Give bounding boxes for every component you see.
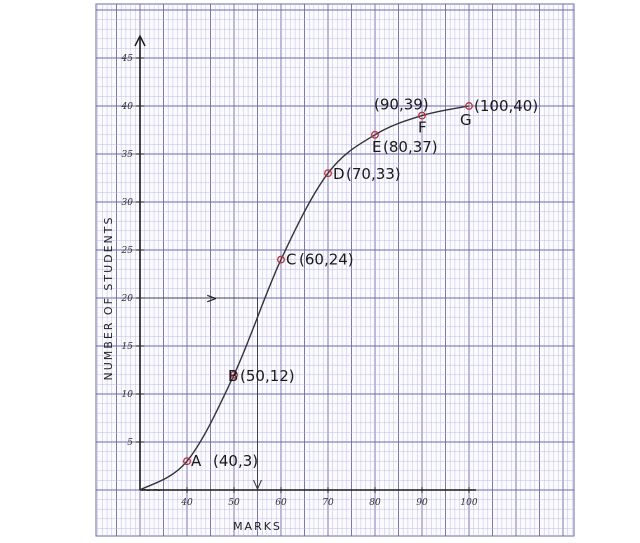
data-points: [183, 102, 473, 466]
axes: ~~: [134, 34, 477, 498]
y-tick-label: 20: [121, 294, 134, 304]
point-coord-g: (100,40): [474, 97, 538, 115]
point-letter-b: B: [228, 367, 238, 385]
point-coord-c: (60,24): [299, 251, 354, 269]
x-tick-label: 100: [460, 498, 477, 508]
data-point-a: [183, 457, 191, 466]
y-tick-label: 5: [127, 438, 133, 448]
data-point-g: [465, 102, 473, 110]
x-tick-label: 40: [180, 498, 193, 508]
point-letter-f: F: [418, 119, 427, 137]
y-tick-label: 30: [122, 198, 134, 208]
y-axis-arrow: [134, 34, 146, 47]
grid-frame: [95, 3, 575, 537]
y-tick-label: 45: [121, 54, 134, 64]
y-tick-label: 40: [121, 102, 134, 112]
median-arrow-right: >: [206, 291, 218, 307]
data-point-b: [230, 370, 238, 379]
point-coord-e: (80,37): [383, 138, 438, 156]
point-letter-g: G: [460, 111, 472, 129]
point-coord-d: (70,33): [346, 165, 401, 183]
x-axis-title: MARKS: [233, 520, 282, 533]
x-tick-label: 80: [369, 498, 381, 508]
data-point-e: [371, 130, 379, 139]
ogive-curve: [139, 105, 470, 491]
data-point-c: [277, 255, 285, 264]
y-tick-label: 10: [122, 390, 134, 400]
point-letter-d: D: [333, 165, 345, 183]
y-tick-label: 25: [121, 246, 134, 256]
point-letter-e: E: [372, 138, 381, 156]
point-labels: A (40,3) B (50,12) C (60,24) D (70,33) E (80,37)F…: [191, 96, 538, 471]
point-letter-a: A: [191, 452, 202, 470]
x-tick-label: 60: [275, 498, 287, 508]
ogive-curve-layer: [139, 105, 470, 491]
median-guides: >: [140, 291, 262, 491]
x-tick-label: 90: [416, 498, 428, 508]
data-point-f: [418, 111, 426, 120]
x-tick-label: 50: [228, 498, 240, 508]
data-point-d: [324, 169, 332, 178]
tick-labels: 40 50 60 70 80 90 100 5 10 15 20 25 30 35 40 45: [121, 54, 478, 508]
point-coord-b: (50,12): [240, 367, 295, 385]
graph-grid: [95, 3, 575, 537]
point-coord-a: (40,3): [213, 452, 258, 470]
median-arrow-down: [253, 479, 262, 491]
x-tick-label: 70: [322, 498, 334, 508]
point-letter-c: C: [286, 251, 296, 269]
y-tick-label: 35: [122, 150, 134, 160]
y-tick-label: 15: [122, 342, 134, 352]
y-axis-title: NUMBER OF STUDENTS: [102, 216, 115, 381]
point-coord-f: (90,39): [374, 96, 429, 114]
